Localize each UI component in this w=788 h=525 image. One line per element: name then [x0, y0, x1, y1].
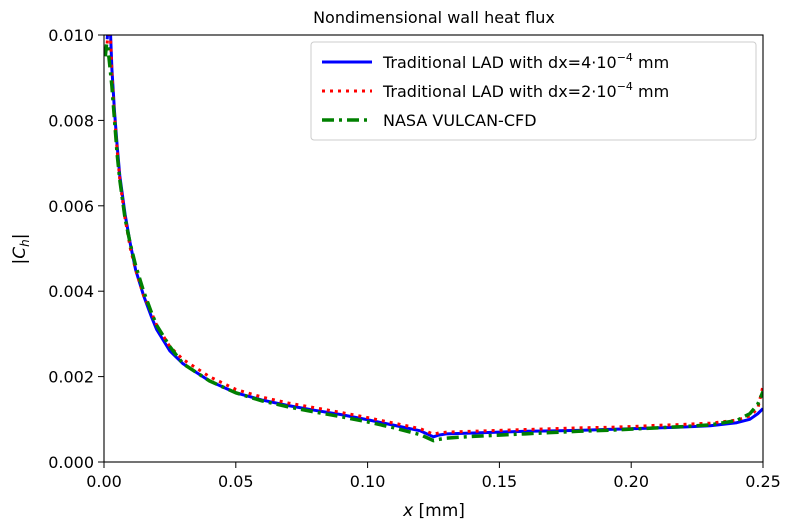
- y-tick-label: 0.004: [48, 282, 94, 301]
- legend-label-exp: −4: [617, 80, 633, 93]
- plot-area: [103, 34, 764, 463]
- legend-label-1: Traditional LAD with dx=2·10−4 mm: [382, 80, 669, 101]
- y-axis-label-close: |: [10, 234, 30, 240]
- legend-label-prefix: Traditional LAD with dx=4: [382, 53, 591, 72]
- legend-label-base: 10: [596, 53, 616, 72]
- legend-label-prefix: NASA VULCAN-CFD: [383, 111, 537, 130]
- x-axis-label: x [mm]: [402, 501, 465, 521]
- legend-entries: Traditional LAD with dx=4·10−4 mmTraditi…: [322, 51, 669, 130]
- legend-label-0: Traditional LAD with dx=4·10−4 mm: [382, 51, 669, 72]
- x-axis: 0.00 0.05 0.10 0.15 0.20 0.25: [86, 462, 781, 491]
- x-tick-label: 0.10: [350, 472, 386, 491]
- legend: Traditional LAD with dx=4·10−4 mmTraditi…: [310, 41, 757, 141]
- legend-label-suffix: mm: [633, 82, 669, 101]
- y-axis-label-sub: h: [18, 239, 32, 247]
- legend-box: [310, 41, 757, 141]
- chart-title: Nondimensional wall heat flux: [313, 8, 555, 27]
- y-tick-label: 0.000: [48, 453, 94, 472]
- x-tick-label: 0.00: [86, 472, 122, 491]
- x-tick-label: 0.20: [613, 472, 649, 491]
- legend-label-base: 10: [596, 82, 616, 101]
- legend-label-suffix: mm: [633, 53, 669, 72]
- y-tick-label: 0.008: [48, 111, 94, 130]
- legend-label-dot: ·: [591, 53, 596, 72]
- x-tick-label: 0.25: [745, 472, 781, 491]
- series-line-2: [104, 41, 763, 443]
- y-axis-label-var: C: [10, 247, 30, 259]
- legend-label-2: NASA VULCAN-CFD: [383, 111, 537, 130]
- y-tick-label: 0.002: [48, 368, 94, 387]
- legend-label-exp: −4: [617, 51, 633, 64]
- y-tick-label: 0.010: [48, 26, 94, 45]
- y-axis-label: |Ch|: [10, 234, 32, 265]
- plot-frame: [103, 34, 764, 463]
- y-tick-label: 0.006: [48, 197, 94, 216]
- x-tick-label: 0.05: [218, 472, 254, 491]
- series-layer: [104, 35, 763, 443]
- legend-label-prefix: Traditional LAD with dx=2: [382, 82, 591, 101]
- x-axis-label-unit: [mm]: [419, 501, 465, 521]
- x-axis-label-var: x: [402, 501, 414, 521]
- legend-label-dot: ·: [591, 82, 596, 101]
- x-tick-label: 0.15: [482, 472, 518, 491]
- y-axis: 0.000 0.002 0.004 0.006 0.008 0.010: [48, 26, 104, 472]
- y-axis-label-open: |: [10, 259, 30, 265]
